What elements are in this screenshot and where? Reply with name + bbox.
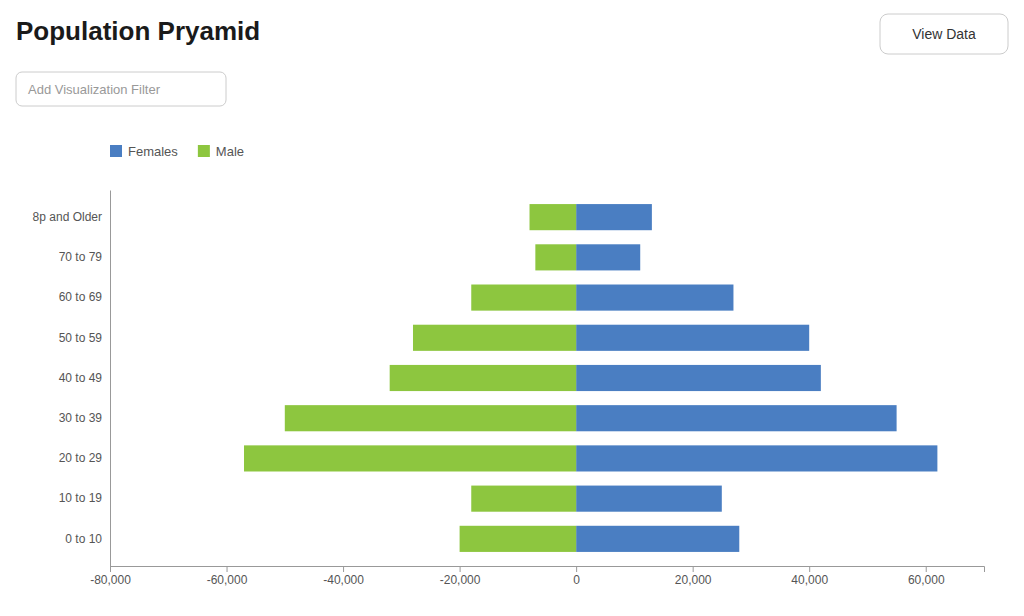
bar [471, 486, 576, 512]
y-tick: 30 to 39 [59, 411, 103, 425]
bar [535, 244, 576, 270]
filter-label[interactable]: Add Visualization Filter [28, 82, 161, 97]
x-tick-mark [343, 566, 344, 572]
x-tick-mark [110, 566, 111, 572]
bar [390, 365, 576, 391]
y-axis-line [110, 191, 111, 567]
y-tick: 50 to 59 [59, 331, 103, 345]
y-tick: 10 to 19 [59, 491, 103, 505]
legend-swatch [198, 145, 210, 157]
x-tick: 20,000 [675, 566, 712, 587]
x-tick-mark [227, 566, 228, 572]
legend-swatch [110, 145, 122, 157]
chart: Population Pryamid Add Visualization Filt… [0, 0, 1024, 616]
x-tick-mark [576, 566, 577, 572]
title: Population Pryamid [16, 16, 260, 46]
x-tick: 60,000 [908, 566, 945, 587]
bar [576, 285, 733, 311]
bar [413, 325, 576, 351]
x-tick: 0 [573, 566, 580, 587]
y-tick-label: 8p and Older [33, 210, 102, 224]
x-tick: -80,000 [90, 566, 131, 587]
y-axis: 8p and Older 70 to 79 60 to 69 50 to 59 40 t… [33, 191, 111, 567]
y-tick-label: 0 to 10 [65, 532, 102, 546]
x-tick-label: -20,000 [440, 573, 481, 587]
y-tick: 8p and Older [33, 210, 102, 224]
bar [576, 244, 640, 270]
x-tick-label: 40,000 [791, 573, 828, 587]
y-tick-label: 40 to 49 [59, 371, 103, 385]
y-tick: 60 to 69 [59, 290, 103, 304]
bar [576, 405, 896, 431]
x-tick-label: -80,000 [90, 573, 131, 587]
legend: Females Male [110, 144, 244, 159]
filter-box-frame[interactable] [16, 72, 226, 106]
x-tick: 40,000 [791, 566, 828, 587]
bar [244, 445, 576, 471]
filter-box[interactable]: Add Visualization Filter [16, 72, 226, 106]
legend-label: Females [128, 144, 178, 159]
bar [576, 445, 937, 471]
x-axis: -80,000 -60,000 -40,000 -20,000 0 20,000 40,00… [90, 566, 984, 587]
x-tick-label: -40,000 [323, 573, 364, 587]
x-tick-mark [460, 566, 461, 572]
x-tick-mark [809, 566, 810, 572]
bar [576, 325, 809, 351]
bar [576, 486, 722, 512]
bar [576, 526, 739, 552]
y-tick-label: 20 to 29 [59, 451, 103, 465]
y-tick-label: 30 to 39 [59, 411, 103, 425]
button-frame[interactable] [880, 14, 1008, 54]
x-tick-mark [926, 566, 927, 572]
bar [460, 526, 577, 552]
legend-item: Females [110, 144, 178, 159]
y-tick-label: 60 to 69 [59, 290, 103, 304]
legend-item: Male [198, 144, 244, 159]
bar [471, 285, 576, 311]
x-tick-label: -60,000 [207, 573, 248, 587]
x-tick: -60,000 [207, 566, 248, 587]
bar [530, 204, 577, 230]
y-tick: 20 to 29 [59, 451, 103, 465]
y-tick: 70 to 79 [59, 250, 103, 264]
y-tick: 40 to 49 [59, 371, 103, 385]
series [576, 204, 937, 552]
bar [576, 204, 652, 230]
series [244, 204, 576, 552]
x-tick-label: 60,000 [908, 573, 945, 587]
x-tick: -20,000 [440, 566, 481, 587]
bar [285, 405, 576, 431]
y-tick-label: 10 to 19 [59, 491, 103, 505]
bars [244, 204, 937, 552]
x-tick-mark [693, 566, 694, 572]
button-label[interactable]: View Data [912, 26, 976, 42]
x-tick: -40,000 [323, 566, 364, 587]
x-tick-label: 0 [573, 573, 580, 587]
y-tick: 0 to 10 [65, 532, 102, 546]
y-tick-label: 50 to 59 [59, 331, 103, 345]
y-tick-label: 70 to 79 [59, 250, 103, 264]
x-axis-line [111, 567, 985, 573]
x-tick-label: 20,000 [675, 573, 712, 587]
legend-label: Male [216, 144, 244, 159]
bar [576, 365, 821, 391]
view-data-button[interactable]: View Data [880, 14, 1008, 54]
